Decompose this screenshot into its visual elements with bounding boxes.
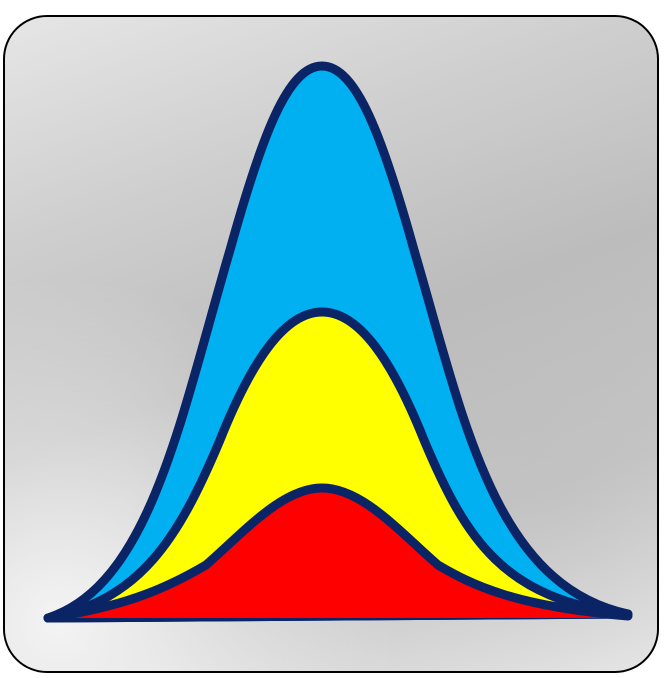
inner-bell-curve-outline xyxy=(43,483,633,623)
inner-bell-curve xyxy=(48,488,628,618)
middle-bell-curve xyxy=(43,307,633,623)
